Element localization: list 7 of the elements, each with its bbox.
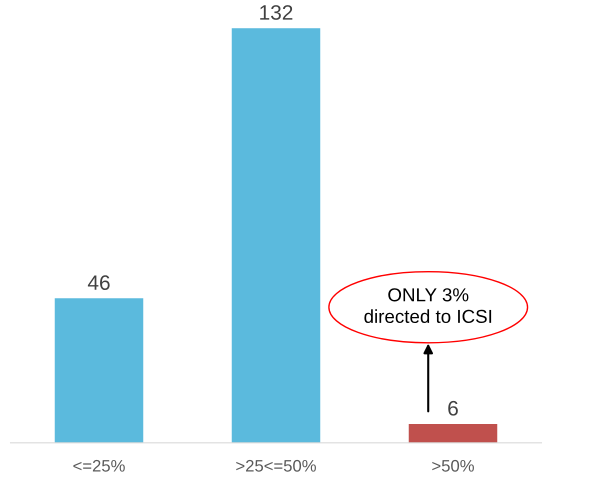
annotation: ONLY 3% directed to ICSI: [364, 288, 492, 324]
data-label: 6: [448, 400, 458, 416]
x-tick-label: >50%: [432, 460, 474, 472]
x-tick-label: >25<=50%: [236, 460, 316, 472]
data-label: 132: [260, 5, 292, 20]
data-label: 46: [88, 275, 110, 290]
x-tick-label: <=25%: [73, 460, 125, 472]
